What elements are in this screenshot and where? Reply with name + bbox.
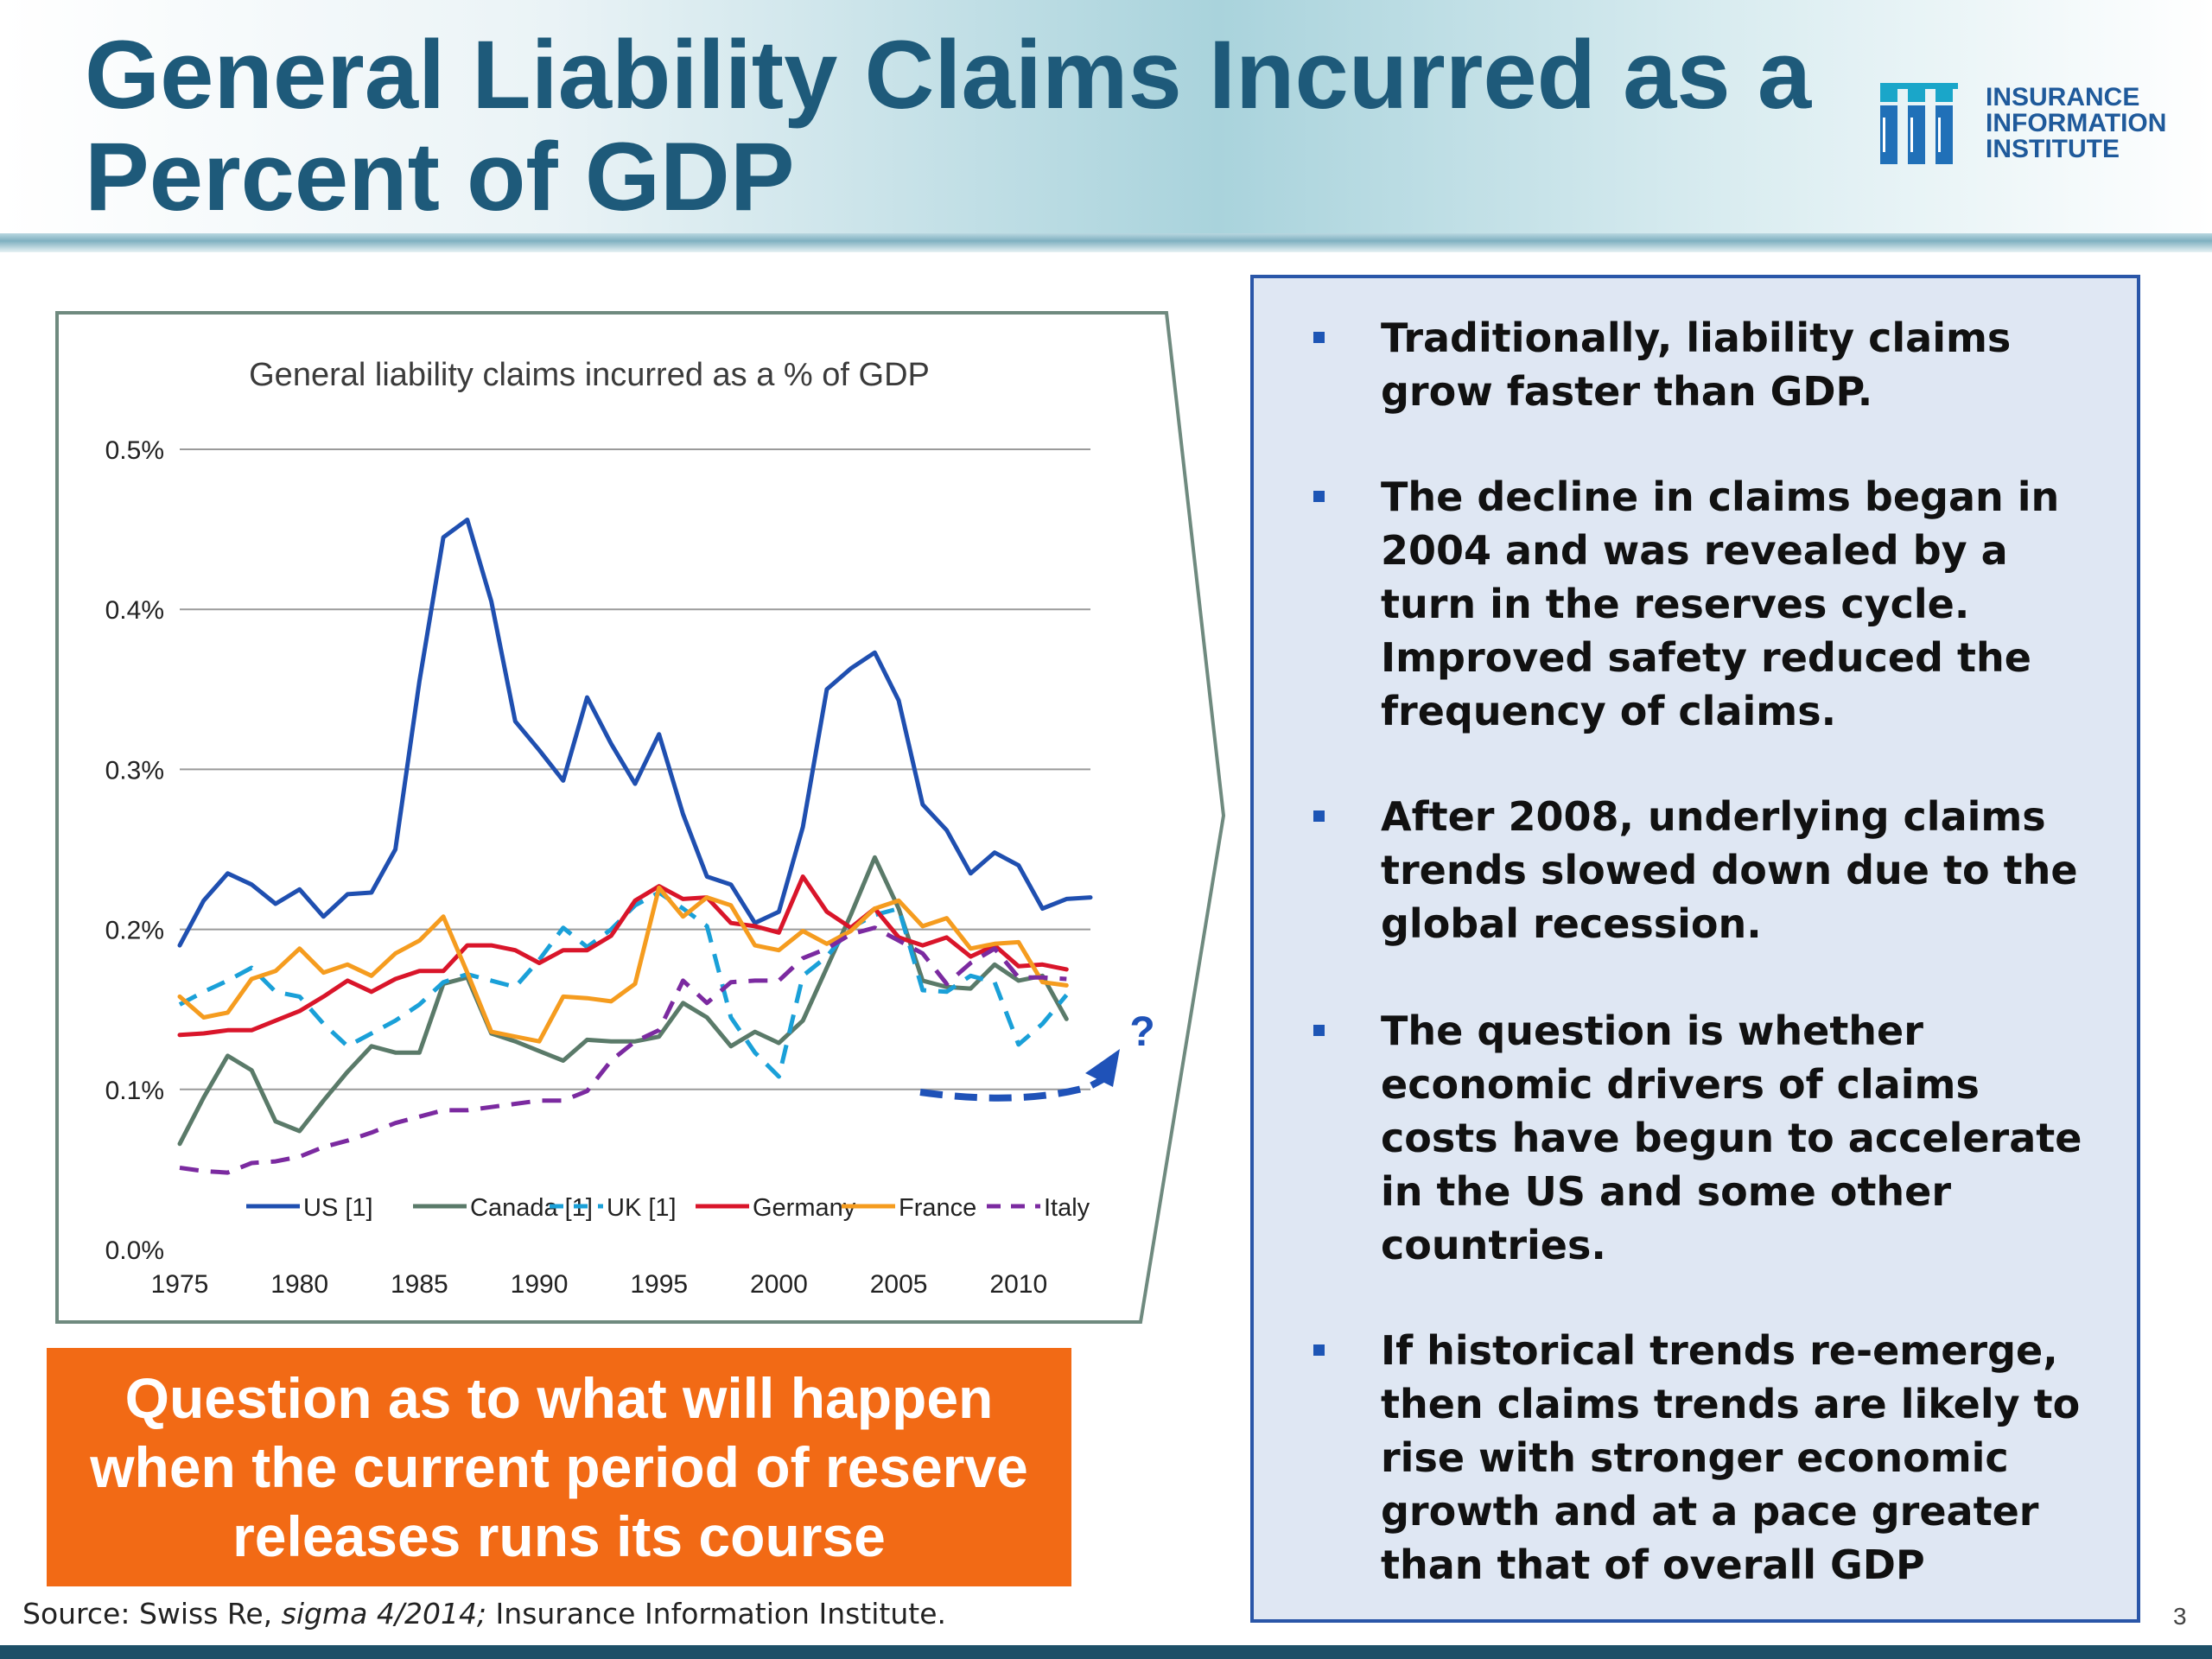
bullet-marker-icon — [1313, 1344, 1325, 1356]
annotation-arrow: ? — [919, 1009, 1155, 1102]
series-line-us-1 — [177, 518, 1093, 948]
logo-line: INFORMATION — [1986, 109, 2167, 137]
chart-title: General liability claims incurred as a %… — [249, 357, 930, 393]
chart-panel: General liability claims incurred as a %… — [52, 309, 1227, 1329]
x-tick-label: 1985 — [391, 1270, 448, 1299]
legend-label: France — [899, 1194, 976, 1222]
x-tick-label: 1980 — [270, 1270, 328, 1299]
x-tick-label: 2010 — [989, 1270, 1047, 1299]
bullet-item: If historical trends re-emerge, then cla… — [1313, 1324, 2108, 1592]
source-prefix: Source: Swiss Re, — [22, 1597, 282, 1630]
logo-line: INSURANCE — [1986, 83, 2140, 111]
legend-label: US [1] — [303, 1194, 373, 1222]
y-tick-label: 0.3% — [105, 756, 164, 785]
bullet-text: Traditionally, liability claims grow fas… — [1381, 315, 2012, 415]
header-divider — [0, 233, 2212, 252]
series-line-canada-1 — [177, 855, 1069, 1147]
bullet-panel — [1250, 275, 2140, 1623]
axes: 0.0% 0.1% 0.2% 0.3% 0.4% 0.5% 1975 1980 1985 1990… — [105, 436, 1048, 1299]
x-tick-label: 1990 — [511, 1270, 569, 1299]
series-lines — [177, 518, 1093, 1175]
source-suffix: Insurance Information Institute. — [486, 1597, 946, 1630]
page-number: 3 — [2173, 1603, 2187, 1630]
chart-callout-frame — [55, 311, 1226, 1324]
bullet-marker-icon — [1313, 491, 1325, 502]
y-tick-label: 0.2% — [105, 917, 164, 945]
series-line-italy — [179, 925, 1067, 1175]
bullet-marker-icon — [1313, 810, 1325, 822]
bullet-text: The question is whether economic drivers… — [1381, 1007, 2082, 1268]
y-tick-label: 0.0% — [105, 1236, 164, 1265]
logo-line: INSTITUTE — [1986, 135, 2120, 163]
logo-wordmark: INSURANCE INFORMATION INSTITUTE — [1986, 85, 2166, 162]
y-tick-label: 0.4% — [105, 596, 164, 625]
legend-label: Italy — [1044, 1194, 1090, 1222]
x-tick-label: 1975 — [151, 1270, 209, 1299]
footer-bar — [0, 1645, 2212, 1659]
y-tick-label: 0.1% — [105, 1077, 164, 1105]
bullet-marker-icon — [1313, 1025, 1325, 1036]
iii-logo-icon — [1880, 83, 1958, 164]
y-tick-label: 0.5% — [105, 436, 164, 465]
bullet-item: The question is whether economic drivers… — [1313, 1004, 2108, 1272]
bullet-text: After 2008, underlying claims trends slo… — [1381, 793, 2078, 947]
bullet-item: Traditionally, liability claims grow fas… — [1313, 311, 2108, 418]
slide-title: General Liability Claims Incurred as a P… — [85, 21, 1812, 231]
bullet-item: After 2008, underlying claims trends slo… — [1313, 790, 2108, 950]
line-chart: General liability claims incurred as a %… — [55, 311, 1226, 1324]
x-tick-label: 1995 — [630, 1270, 688, 1299]
series-line-france — [177, 885, 1069, 1044]
bullet-text: If historical trends re-emerge, then cla… — [1381, 1327, 2081, 1588]
source-italic: sigma 4/2014; — [281, 1597, 487, 1630]
header-banner — [0, 0, 2212, 242]
x-tick-label: 2005 — [870, 1270, 928, 1299]
legend-label: UK [1] — [607, 1194, 677, 1222]
legend-label: Canada [1] — [470, 1194, 593, 1222]
callout-box: Question as to what will happen when the… — [47, 1348, 1071, 1586]
x-tick-label: 2000 — [750, 1270, 808, 1299]
legend: US [1] Canada [1] UK [1] Germany France Italy — [246, 1194, 1090, 1222]
bullet-list: Traditionally, liability claims grow fas… — [1313, 311, 2108, 1592]
bullet-marker-icon — [1313, 332, 1325, 343]
series-line-uk-1 — [178, 890, 1069, 1079]
series-line-germany — [177, 874, 1069, 1038]
bullet-text: The decline in claims began in 2004 and … — [1381, 474, 2060, 734]
annotation-question-mark: ? — [1129, 1009, 1154, 1055]
bullet-item: The decline in claims began in 2004 and … — [1313, 470, 2108, 738]
source-note: Source: Swiss Re, sigma 4/2014; Insuranc… — [22, 1597, 946, 1630]
legend-label: Germany — [753, 1194, 856, 1222]
